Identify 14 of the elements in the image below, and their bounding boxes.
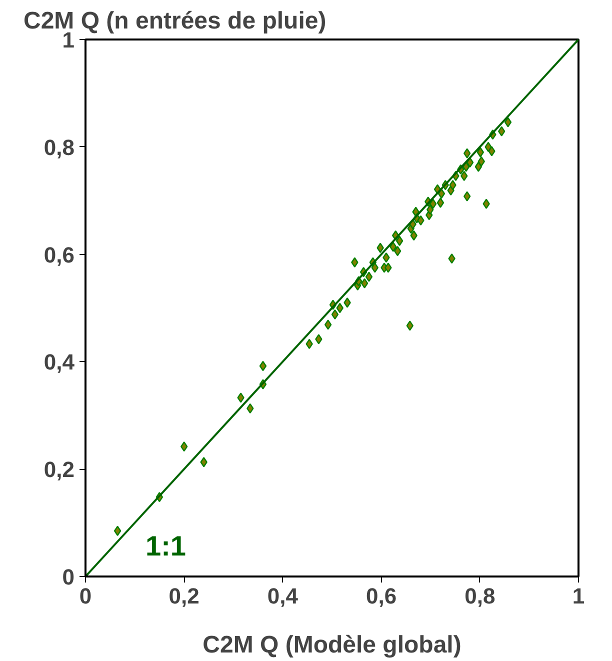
y-tick-label: 0,4 [44,350,76,375]
y-tick-label: 0,8 [44,134,75,160]
x-tick-label: 0 [79,584,92,608]
annotation: 1:1 [146,530,186,562]
y-tick-label: 0,6 [44,242,75,268]
y-tick-label: 1 [62,28,75,52]
y-tick-label: 0 [62,564,75,590]
x-tick-label: 0,6 [366,584,397,608]
x-tick-label: 0,4 [267,584,299,608]
x-axis-title: C2M Q (Modèle global) [202,632,462,658]
x-tick-label: 1 [572,584,585,608]
x-tick-label: 0,2 [168,584,200,608]
y-tick-label: 0,2 [44,457,75,482]
x-tick-label: 0,8 [464,584,496,608]
